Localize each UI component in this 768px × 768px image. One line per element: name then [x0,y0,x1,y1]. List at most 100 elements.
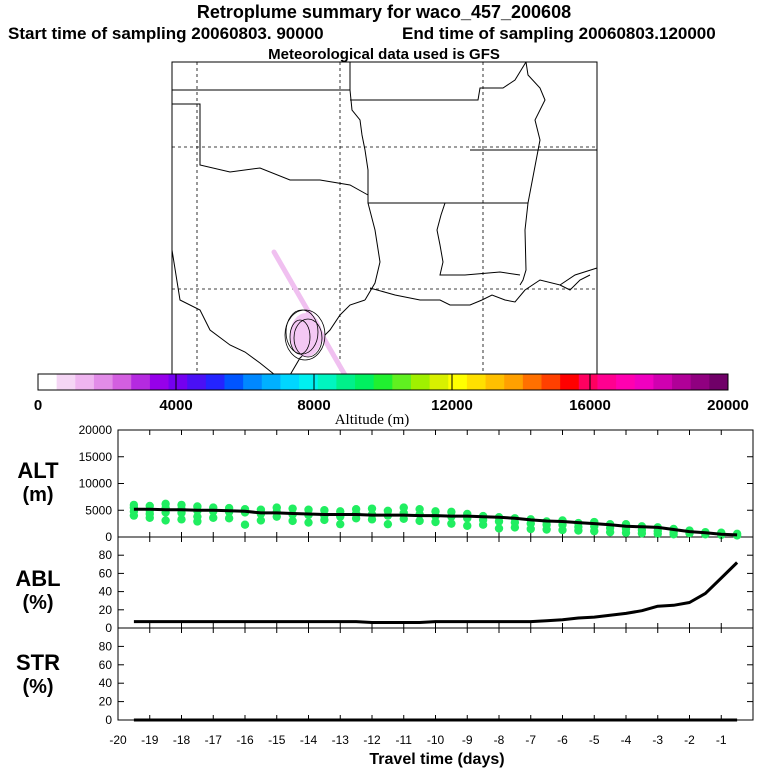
colorbar-swatch [653,374,673,390]
colorbar-swatch [93,374,114,390]
altitude-particle-point [526,524,535,534]
altitude-particle-point [431,517,440,527]
x-tick-label: -11 [396,733,413,747]
altitude-particle-point [209,513,218,522]
x-tick-label: -2 [684,733,695,747]
altitude-particle-point [463,521,472,530]
colorbar-swatch [616,374,636,390]
colorbar-swatch [205,374,225,390]
colorbar-swatch [317,374,337,390]
x-tick-label: -14 [300,733,318,747]
altitude-particle-point [177,515,186,524]
colorbar-swatch [75,374,95,390]
colorbar-swatch [168,374,188,390]
alt-series-line [133,507,738,537]
colorbar-axis-label: Altitude (m) [335,412,410,428]
colorbar-swatch [466,374,487,390]
map-borders [171,61,598,376]
colorbar-swatch [373,374,393,390]
altitude-particle-point [367,504,377,513]
x-axis-label: Travel time (days) [369,751,504,768]
colorbar-swatch [56,374,76,390]
y-tick-label: 0 [105,713,112,727]
altitude-particle-point [494,517,504,526]
str-panel-unit: (%) [22,676,53,698]
y-tick-label: 60 [99,658,113,672]
altitude-particle-point [367,515,377,524]
colorbar-tick-label: 0 [34,397,42,414]
x-axis: -20 -19 -18 -17 -16 -15 -14 -13 -12 -11 -10 -9 -8 -7 -… [109,733,727,747]
map-frame [171,61,598,376]
altitude-particle-point [653,529,662,538]
abl-panel: 0 20 40 60 80 [99,537,754,635]
y-tick-label: 80 [99,548,113,562]
x-tick-label: -6 [557,733,568,747]
alt-panel-unit: (m) [22,484,53,506]
abl-series-line [133,561,739,624]
colorbar-swatch [634,374,654,390]
abl-panel-label: ABL [15,566,60,591]
x-tick-label: -5 [589,733,600,747]
altitude-particle-point [193,517,202,526]
y-tick-label: 0 [105,530,112,544]
altitude-particle-point [415,516,424,526]
y-tick-label: 15000 [79,450,113,464]
x-tick-label: -19 [141,733,159,747]
altitude-particle-point [161,516,170,525]
altitude-particle-point [669,530,678,539]
colorbar-swatch [541,374,561,390]
colorbar-swatch [690,374,710,390]
colorbar-swatch [522,374,543,390]
altitude-particle-point [510,523,520,532]
y-tick-label: 60 [99,566,113,580]
y-tick-label: 40 [99,676,113,690]
colorbar-swatch [355,374,375,390]
altitude-particle-point [478,520,488,529]
altitude-particle-point [637,529,647,538]
end-time-label: End time of sampling 20060803.120000 [402,24,716,43]
altitude-particle-point [590,526,599,536]
colorbar-tick-label: 20000 [707,397,749,414]
x-tick-label: -1 [716,733,727,747]
colorbar-swatch [261,374,281,390]
altitude-particle-point [336,519,345,529]
colorbar-tick-label: 4000 [159,397,192,414]
y-tick-label: 40 [99,585,113,599]
met-data-label: Meteorological data used is GFS [268,46,500,63]
altitude-colorbar [37,373,729,391]
source-rings [284,309,326,361]
x-tick-label: -3 [652,733,663,747]
colorbar-swatch [336,374,356,390]
x-tick-label: -7 [525,733,536,747]
colorbar-ticks: 0 4000 8000 12000 16000 20000 [34,374,749,414]
altitude-particle-point [304,518,313,527]
start-time-label: Start time of sampling 20060803. 90000 [8,24,324,43]
x-tick-label: -17 [205,733,223,747]
colorbar-swatch [224,374,244,390]
altitude-particle-point [574,526,583,535]
colorbar-swatch [299,374,319,390]
y-tick-label: 80 [99,639,113,653]
altitude-particle-point [288,504,297,513]
y-tick-label: 5000 [85,503,112,517]
plume-trace [271,249,348,378]
timeseries-frame [117,429,754,721]
colorbar-swatch [112,374,132,390]
map-panel [171,61,598,378]
altitude-particle-point [383,519,393,529]
x-tick-label: -13 [332,733,350,747]
altitude-particle-point [351,514,361,523]
x-tick-label: -8 [494,733,505,747]
colorbar-swatch [149,374,170,390]
colorbar-swatch [280,374,300,390]
x-tick-label: -15 [268,733,286,747]
x-tick-label: -18 [173,733,191,747]
colorbar-tick-label: 16000 [569,397,611,414]
colorbar-swatch [504,374,524,390]
altitude-particle-point [621,528,631,537]
altitude-particle-point [272,512,281,521]
colorbar-swatch [187,374,207,390]
y-tick-label: 20 [99,695,113,709]
altitude-particle-point [494,524,504,533]
